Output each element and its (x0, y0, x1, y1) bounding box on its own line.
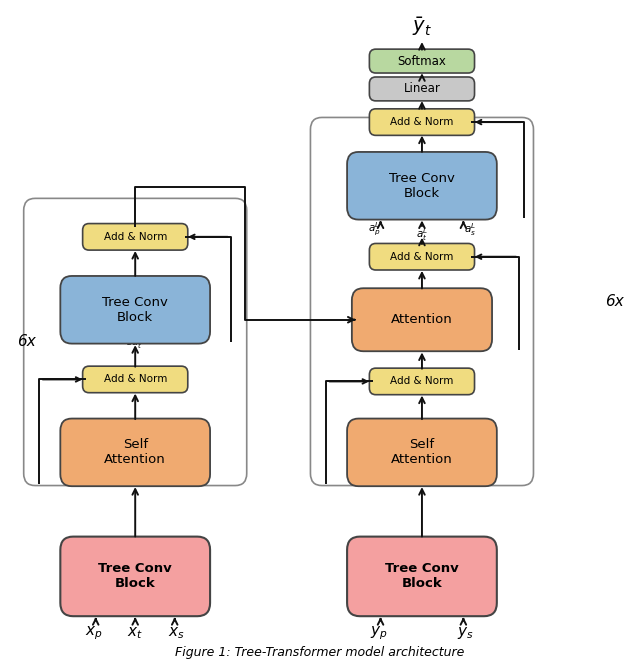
Text: Self
Attention: Self Attention (104, 438, 166, 466)
Text: $a_s^L$: $a_s^L$ (463, 221, 476, 238)
Text: $a_p^L$: $a_p^L$ (368, 221, 380, 238)
FancyBboxPatch shape (369, 368, 474, 395)
Text: Self
Attention: Self Attention (391, 438, 453, 466)
FancyBboxPatch shape (347, 537, 497, 616)
Text: Add & Norm: Add & Norm (104, 374, 167, 384)
FancyBboxPatch shape (83, 224, 188, 250)
FancyBboxPatch shape (60, 418, 210, 486)
Text: $a_t^L$: $a_t^L$ (416, 226, 428, 242)
Text: 6x: 6x (17, 334, 36, 349)
Text: $x_t$: $x_t$ (127, 625, 143, 641)
Text: Add & Norm: Add & Norm (104, 232, 167, 242)
Text: Linear: Linear (403, 83, 440, 95)
FancyBboxPatch shape (60, 537, 210, 616)
Text: $x_s$: $x_s$ (168, 625, 185, 641)
FancyBboxPatch shape (347, 418, 497, 486)
Text: $sa_p^L$: $sa_p^L$ (78, 328, 97, 346)
Text: Add & Norm: Add & Norm (390, 376, 454, 386)
Text: Tree Conv
Block: Tree Conv Block (389, 172, 455, 200)
Text: $y_p$: $y_p$ (370, 625, 387, 642)
FancyBboxPatch shape (369, 49, 474, 73)
FancyBboxPatch shape (369, 109, 474, 135)
Text: Tree Conv
Block: Tree Conv Block (385, 562, 459, 590)
Text: Add & Norm: Add & Norm (390, 252, 454, 262)
FancyBboxPatch shape (83, 366, 188, 393)
Text: Tree Conv
Block: Tree Conv Block (99, 562, 172, 590)
FancyBboxPatch shape (369, 77, 474, 101)
Text: Attention: Attention (391, 313, 453, 326)
FancyBboxPatch shape (369, 244, 474, 270)
Text: $\bar{y}_t$: $\bar{y}_t$ (412, 15, 432, 38)
Text: $y_s$: $y_s$ (457, 625, 474, 641)
Text: $x_p$: $x_p$ (85, 625, 102, 642)
FancyBboxPatch shape (60, 276, 210, 344)
Text: 6x: 6x (605, 294, 624, 308)
Text: Add & Norm: Add & Norm (390, 117, 454, 127)
Text: $sa_t^L$: $sa_t^L$ (126, 334, 144, 351)
Text: Figure 1: Tree-Transformer model architecture: Figure 1: Tree-Transformer model archite… (175, 646, 465, 659)
Text: Tree Conv
Block: Tree Conv Block (102, 296, 168, 324)
FancyBboxPatch shape (352, 288, 492, 351)
Text: Softmax: Softmax (397, 55, 446, 67)
FancyBboxPatch shape (347, 152, 497, 220)
Text: $sa_s^{L\prime}$: $sa_s^{L\prime}$ (173, 328, 193, 346)
